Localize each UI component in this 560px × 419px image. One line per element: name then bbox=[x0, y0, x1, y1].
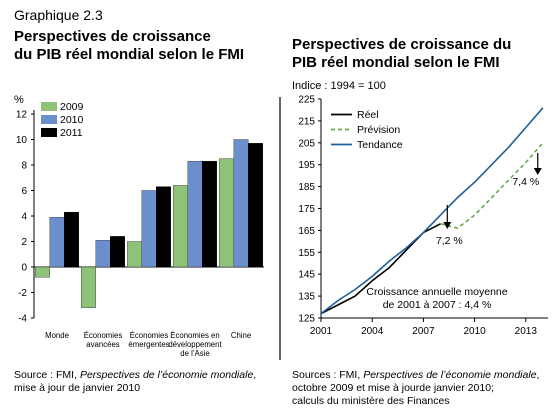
bar-2009 bbox=[127, 241, 142, 268]
right-x-tick-label: 2013 bbox=[515, 326, 538, 337]
left-category-label: Économies bbox=[130, 331, 169, 340]
bar-2009 bbox=[35, 266, 50, 278]
right-x-tick-label: 2007 bbox=[412, 326, 435, 337]
left-source-line2: mise à jour de janvier 2010 bbox=[14, 382, 141, 394]
left-category-label: Monde bbox=[45, 331, 69, 340]
legend-label-Tendance: Tendance bbox=[357, 139, 403, 151]
bar-2009 bbox=[173, 185, 188, 268]
left-source-prefix: Source : FMI, bbox=[14, 369, 80, 381]
left-y-tick-label: 2 bbox=[21, 237, 27, 248]
legend-swatch-2010 bbox=[41, 115, 57, 124]
left-source-publication: Perspectives de l’économie mondiale bbox=[79, 369, 254, 381]
left-y-tick-label: 0 bbox=[21, 263, 27, 274]
label-2014-growth: 7,4 % bbox=[512, 176, 539, 188]
left-category-label: avancées bbox=[86, 340, 119, 349]
bar-2010 bbox=[95, 240, 111, 268]
bar-2011 bbox=[202, 160, 217, 268]
left-y-unit: % bbox=[14, 94, 24, 106]
right-chart-title: Perspectives de croissance du PIB réel m… bbox=[292, 36, 552, 72]
right-chart-subtitle: Indice : 1994 = 100 bbox=[292, 80, 386, 92]
right-y-tick-label: 165 bbox=[298, 226, 315, 237]
bar-2009 bbox=[81, 266, 96, 308]
left-category-label: Économies bbox=[84, 331, 123, 340]
right-x-tick-label: 2001 bbox=[310, 326, 333, 337]
right-y-tick-label: 155 bbox=[298, 248, 315, 259]
bar-2010 bbox=[141, 190, 157, 268]
legend-label-Prévision: Prévision bbox=[357, 124, 400, 136]
left-source-suffix: , bbox=[253, 369, 257, 381]
legend-label-2009: 2009 bbox=[60, 101, 84, 113]
bar-2011 bbox=[248, 143, 263, 268]
bar-2010 bbox=[49, 217, 65, 268]
arrow-2008-head bbox=[443, 222, 452, 229]
right-y-tick-label: 205 bbox=[298, 138, 315, 149]
left-y-tick-label: 8 bbox=[21, 161, 27, 172]
left-category-label: Chine bbox=[231, 331, 251, 340]
right-source-publication: Perspectives de l’économie mondiale bbox=[363, 369, 537, 381]
chart-number: Graphique 2.3 bbox=[14, 7, 103, 23]
right-y-tick-label: 135 bbox=[298, 292, 315, 303]
right-y-tick-label: 225 bbox=[298, 95, 315, 106]
left-category-label: de l’Asie bbox=[180, 349, 209, 358]
right-line-chart: Indice : 1994 = 100 225 215 205 195 185 175 165… bbox=[292, 80, 548, 337]
legend-label-Réel: Réel bbox=[357, 109, 379, 121]
left-chart-title-line1: Perspectives de croissance bbox=[14, 28, 211, 45]
bar-2010 bbox=[187, 160, 203, 268]
right-y-tick-label: 175 bbox=[298, 204, 315, 215]
annotation-line2: de 2001 à 2007 : 4,4 % bbox=[383, 299, 492, 311]
bar-2011 bbox=[110, 236, 125, 268]
left-y-tick-label: -2 bbox=[18, 288, 27, 299]
right-y-tick-label: 145 bbox=[298, 270, 315, 281]
right-chart-title-line1: Perspectives de croissance du bbox=[292, 36, 512, 53]
left-category-label: émergentes bbox=[128, 340, 169, 349]
left-y-tick-label: 4 bbox=[21, 212, 27, 223]
arrow-2014-head bbox=[533, 168, 542, 175]
series-line-Tendance bbox=[320, 107, 544, 315]
left-category-label: développement bbox=[168, 340, 222, 349]
right-x-tick-label: 2010 bbox=[463, 326, 486, 337]
bar-2010 bbox=[233, 139, 249, 268]
left-y-tick-label: 10 bbox=[16, 135, 28, 146]
right-y-tick-label: 125 bbox=[298, 314, 315, 325]
right-source-prefix: Sources : FMI, bbox=[292, 369, 364, 381]
label-2008-growth: 7,2 % bbox=[436, 235, 463, 247]
left-y-tick-label: -4 bbox=[18, 314, 27, 325]
right-source-line3: calculs du ministère des Finances bbox=[292, 395, 450, 407]
legend-swatch-2011 bbox=[41, 128, 57, 137]
legend-swatch-2009 bbox=[41, 102, 57, 111]
left-chart-title-line2: du PIB réel mondial selon le FMI bbox=[14, 46, 245, 63]
right-source-suffix: , bbox=[536, 369, 540, 381]
right-x-tick-label: 2004 bbox=[361, 326, 384, 337]
left-y-tick-label: 6 bbox=[21, 186, 27, 197]
bar-2011 bbox=[64, 211, 79, 268]
right-source-line2: octobre 2009 et mise à jourde janvier 20… bbox=[292, 382, 494, 394]
series-line-Prévision bbox=[440, 142, 544, 230]
annotation-line1: Croissance annuelle moyenne bbox=[366, 286, 507, 298]
left-source-note: Source : FMI, Perspectives de l’économie… bbox=[14, 369, 269, 395]
bar-2011 bbox=[156, 186, 171, 268]
right-y-tick-label: 195 bbox=[298, 160, 315, 171]
right-source-note: Sources : FMI, Perspectives de l’économi… bbox=[292, 369, 557, 408]
right-chart-title-line2: PIB réel mondial selon le FMI bbox=[292, 54, 500, 71]
left-category-label: Économies en bbox=[170, 331, 219, 340]
right-y-tick-label: 215 bbox=[298, 116, 315, 127]
legend-label-2011: 2011 bbox=[60, 127, 83, 139]
right-y-tick-label: 185 bbox=[298, 182, 315, 193]
legend-label-2010: 2010 bbox=[60, 114, 84, 126]
left-y-tick-label: 12 bbox=[16, 110, 28, 121]
left-chart-title: Perspectives de croissance du PIB réel m… bbox=[14, 28, 269, 64]
bar-2009 bbox=[219, 158, 234, 268]
